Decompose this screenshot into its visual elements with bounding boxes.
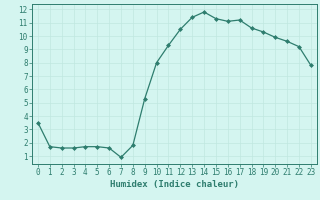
X-axis label: Humidex (Indice chaleur): Humidex (Indice chaleur) <box>110 180 239 189</box>
